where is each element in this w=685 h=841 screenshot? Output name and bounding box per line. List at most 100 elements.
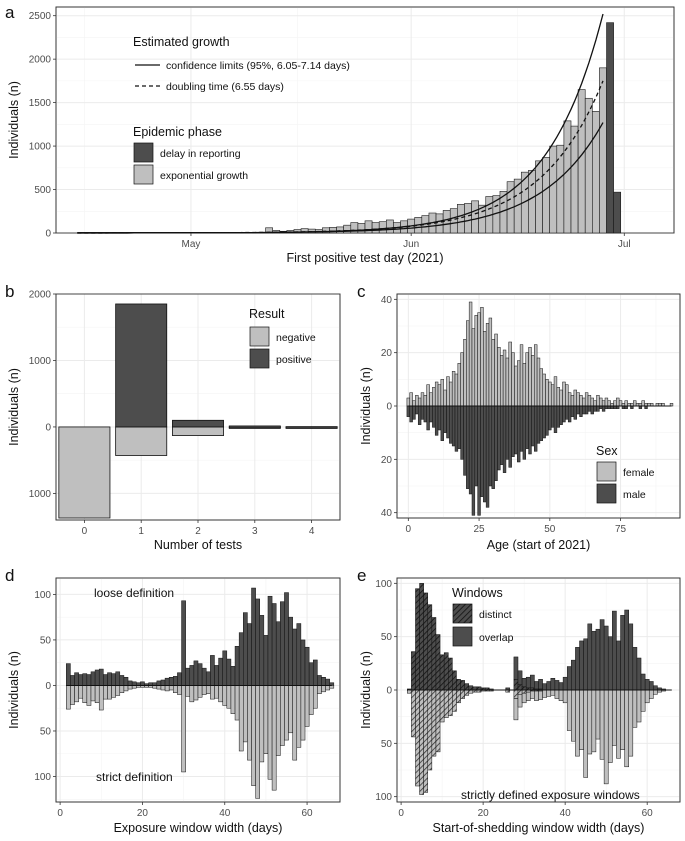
bar-exponential-growth <box>357 223 366 234</box>
bar-upper-overlap <box>599 619 605 691</box>
bar-male <box>539 405 543 441</box>
bar-female <box>440 379 444 407</box>
bar-female <box>576 392 580 407</box>
x-tick-label: 40 <box>560 808 572 819</box>
bar-male <box>437 405 442 431</box>
y-tick-label: 0 <box>386 686 392 697</box>
bar-upper-overlap <box>636 657 642 691</box>
x-tick-label: Jul <box>618 239 631 250</box>
bar-upper-distinct <box>460 680 465 691</box>
y-tick-label: 20 <box>381 455 393 466</box>
bar-strict <box>185 685 191 697</box>
bar-female <box>517 360 521 407</box>
bar-upper-distinct <box>448 657 453 691</box>
bar-upper-overlap <box>616 640 621 691</box>
bar-female <box>531 355 535 407</box>
bar-female <box>415 395 419 407</box>
bar-female <box>480 307 484 407</box>
bar-lower-overlap <box>525 691 531 701</box>
legend-key-negative <box>249 326 270 347</box>
bar-upper-overlap <box>579 640 584 691</box>
bar-strict <box>222 685 228 706</box>
bar-lower-distinct <box>517 689 523 695</box>
bar-lower-overlap <box>517 694 523 708</box>
bar-loose <box>107 672 112 686</box>
bar-lower-overlap <box>587 689 593 755</box>
y-tick-label: 1000 <box>29 489 52 500</box>
bar-lower-distinct <box>419 689 424 795</box>
bar-upper-overlap <box>517 670 523 685</box>
bar-strict <box>173 685 178 693</box>
y-tick-label: 50 <box>381 632 393 643</box>
bar-strict <box>321 685 326 693</box>
bar-male <box>488 405 493 487</box>
bar-strict <box>284 685 289 741</box>
bar-positive <box>285 426 338 429</box>
bar-female <box>466 320 470 407</box>
bar-female <box>604 397 609 407</box>
panel-label-d: d <box>5 566 14 585</box>
bar-upper-overlap <box>595 628 601 691</box>
bar-lower-overlap <box>648 689 654 699</box>
bar-male <box>531 405 535 447</box>
bar-loose <box>214 665 219 686</box>
y-tick-label: 0 <box>45 229 51 240</box>
bar-female <box>412 400 416 407</box>
bar-male <box>584 405 589 415</box>
legend-title-sex: Sex <box>596 444 618 458</box>
legend-label: negative <box>276 332 316 344</box>
bar-female <box>460 352 464 407</box>
bar-male <box>550 405 555 428</box>
bar-male <box>502 405 507 473</box>
bar-loose <box>127 680 133 686</box>
bar-female <box>409 392 413 407</box>
bar-strict <box>181 685 186 773</box>
bar-male <box>457 405 461 449</box>
bar-strict <box>218 685 223 703</box>
panel-e: e 100 50 0 50 100 0 20 40 60 Start-of-shedding win… <box>357 566 681 835</box>
bar-female <box>514 365 518 407</box>
bar-loose <box>292 628 298 686</box>
bar-upper-overlap <box>632 647 638 691</box>
bar-strict <box>98 685 104 711</box>
y-tick-label: 50 <box>40 635 52 646</box>
bar-male <box>454 405 459 452</box>
bar-upper-overlap <box>550 678 556 691</box>
bar-upper-overlap <box>620 615 625 691</box>
bar-female <box>624 400 628 407</box>
bar-exponential-growth <box>378 221 387 234</box>
bar-loose <box>230 666 236 686</box>
bar-lower-distinct <box>427 689 433 771</box>
bar-upper-overlap <box>546 681 552 691</box>
bar-upper-overlap <box>644 679 650 691</box>
bar-upper-overlap <box>575 647 580 691</box>
bar-female <box>429 392 433 407</box>
bar-strict <box>234 685 240 721</box>
bar-male <box>440 405 444 441</box>
bar-negative <box>58 426 111 519</box>
bar-exponential-growth <box>535 160 543 234</box>
bar-female <box>511 352 515 407</box>
bar-lower-overlap <box>591 689 597 753</box>
bar-female <box>556 387 560 407</box>
bar-exponential-growth <box>464 203 472 234</box>
bar-male <box>412 405 416 420</box>
bar-strict <box>275 685 281 756</box>
bar-male <box>500 405 504 465</box>
bar-lower-distinct <box>448 689 453 716</box>
bar-upper-overlap <box>587 623 593 691</box>
bar-negative <box>172 426 224 436</box>
bar-female <box>477 312 481 407</box>
bar-lower-distinct <box>452 689 457 712</box>
bar-female <box>579 395 583 407</box>
bar-strict <box>197 685 203 698</box>
bar-loose <box>160 679 166 686</box>
y-tick-label: 1500 <box>29 98 52 109</box>
bar-loose <box>131 681 137 686</box>
bar-loose <box>234 646 240 686</box>
bar-loose <box>243 612 248 686</box>
bar-lower-overlap <box>550 689 556 696</box>
bar-loose <box>296 623 302 686</box>
bar-strict <box>280 685 285 746</box>
panel-c: c 40 20 0 20 40 0 25 50 75 Age (start of 2021) Indi… <box>357 282 681 552</box>
